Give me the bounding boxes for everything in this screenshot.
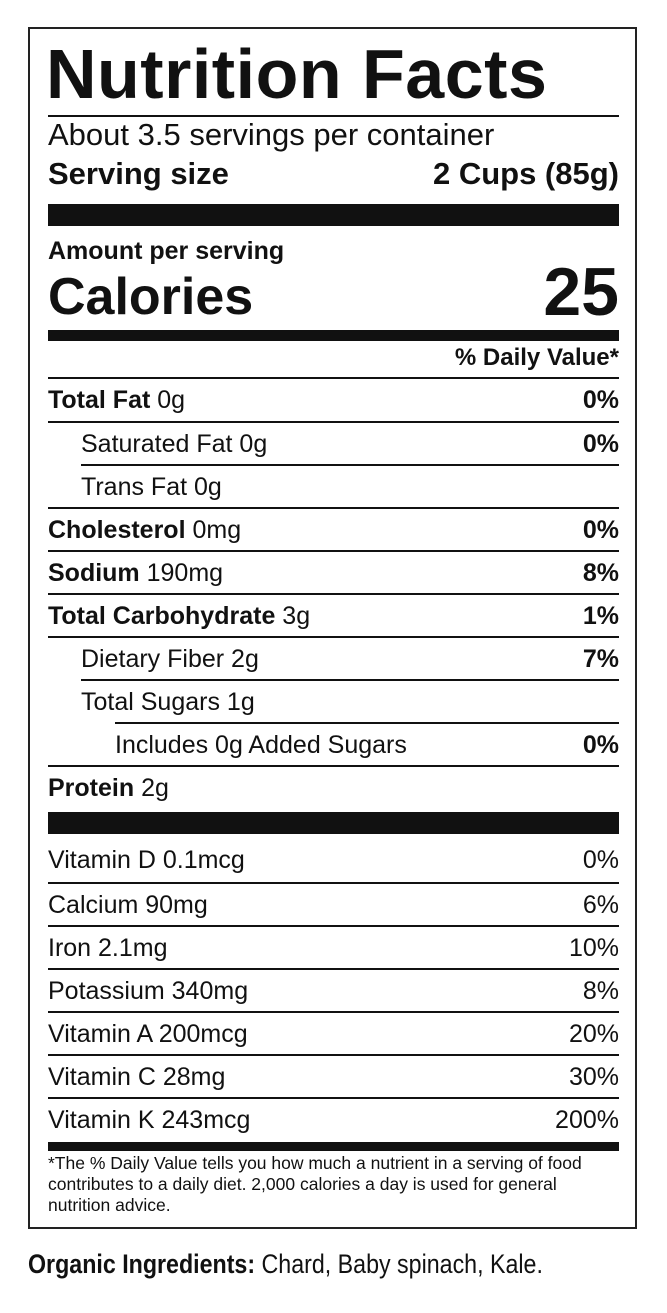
thick-divider [48,204,619,226]
vitamin-name: Potassium 340mg [48,976,249,1005]
ingredients-line: Organic Ingredients: Chard, Baby spinach… [28,1244,543,1284]
divider [48,925,619,927]
divider [48,421,619,423]
divider [48,1097,619,1099]
nutrient-name: Cholesterol [48,515,186,544]
vitamin-row: Calcium 90mg 6% [48,884,619,926]
nutrient-amount: 3g [275,601,311,630]
nutrient-dv: 8% [582,558,619,587]
divider [48,1054,619,1056]
serving-size-label: Serving size [48,156,229,191]
nutrient-row-cholesterol: Cholesterol 0mg 0% [48,509,619,551]
nutrient-row-saturated-fat: Saturated Fat 0g 0% [81,423,619,465]
nutrient-row-trans-fat: Trans Fat 0g [81,466,619,508]
calories-row: Calories 25 [48,254,619,330]
divider [48,968,619,970]
nutrient-dv: 0% [582,385,619,414]
divider [48,636,619,638]
calories-value: 25 [543,254,619,330]
vitamin-name: Calcium 90mg [48,890,208,919]
daily-value-footnote: *The % Daily Value tells you how much a … [48,1153,582,1215]
nutrient-row-total-carbohydrate: Total Carbohydrate 3g 1% [48,595,619,637]
vitamin-dv: 10% [568,933,619,962]
medium-divider [48,330,619,341]
vitamin-name: Vitamin A 200mcg [48,1019,248,1048]
nutrient-amount: 0g [150,385,186,414]
divider [48,1011,619,1013]
calories-label: Calories [48,268,254,326]
nutrient-row-dietary-fiber: Dietary Fiber 2g 7% [81,638,619,680]
nutrient-amount: 190mg [139,558,224,587]
nutrient-name: Total Fat [48,385,151,414]
nutrient-dv: 0% [582,515,619,544]
amount-per-serving: Amount per serving [48,237,285,265]
nutrient-dv: 1% [582,601,619,630]
thick-divider [48,812,619,834]
vitamin-row: Vitamin C 28mg 30% [48,1056,619,1098]
divider [48,593,619,595]
nutrient-amount: Includes 0g Added Sugars [115,730,407,759]
nutrient-amount: Dietary Fiber 2g [81,644,259,673]
nutrient-name: Protein [48,773,135,802]
nutrient-row-total-fat: Total Fat 0g 0% [48,379,619,421]
ingredients-text: Chard, Baby spinach, Kale. [255,1249,543,1279]
vitamin-dv: 20% [568,1019,619,1048]
nutrient-dv: 0% [582,429,619,458]
nutrient-amount: Trans Fat 0g [81,472,222,501]
daily-value-header: % Daily Value* [454,344,619,371]
nutrient-row-added-sugars: Includes 0g Added Sugars 0% [115,724,619,766]
vitamin-dv: 0% [582,845,619,874]
divider [48,882,619,884]
vitamin-name: Vitamin D 0.1mcg [48,845,245,874]
nutrition-facts-panel: Nutrition Facts About 3.5 servings per c… [28,27,637,1229]
nutrient-dv: 7% [582,644,619,673]
nutrient-amount: Saturated Fat 0g [81,429,268,458]
divider [48,765,619,767]
nutrient-row-protein: Protein 2g [48,767,619,809]
nutrient-dv: 0% [582,730,619,759]
nutrition-facts-title: Nutrition Facts [46,35,548,113]
divider [48,115,619,117]
serving-size-row: Serving size 2 Cups (85g) [48,156,619,192]
vitamin-dv: 6% [582,890,619,919]
vitamin-dv: 8% [582,976,619,1005]
divider [81,679,619,681]
divider [48,507,619,509]
nutrient-amount: Total Sugars 1g [81,687,255,716]
vitamin-row: Potassium 340mg 8% [48,970,619,1012]
servings-per-container: About 3.5 servings per container [48,117,495,152]
ingredients-label: Organic Ingredients: [28,1249,256,1279]
medium-divider [48,1142,619,1151]
nutrient-name: Total Carbohydrate [48,601,276,630]
divider [48,377,619,379]
divider [48,550,619,552]
nutrient-row-total-sugars: Total Sugars 1g [81,681,619,723]
divider [115,722,619,724]
vitamin-row: Vitamin D 0.1mcg 0% [48,839,619,881]
serving-size-value: 2 Cups (85g) [432,156,619,191]
vitamin-row: Iron 2.1mg 10% [48,927,619,969]
vitamin-dv: 200% [555,1105,619,1134]
vitamin-row: Vitamin K 243mcg 200% [48,1099,619,1141]
nutrient-row-sodium: Sodium 190mg 8% [48,552,619,594]
vitamin-name: Vitamin C 28mg [48,1062,226,1091]
vitamin-name: Iron 2.1mg [48,933,168,962]
vitamin-dv: 30% [568,1062,619,1091]
vitamin-name: Vitamin K 243mcg [48,1105,251,1134]
divider [81,464,619,466]
nutrient-name: Sodium [48,558,140,587]
vitamin-row: Vitamin A 200mcg 20% [48,1013,619,1055]
nutrient-amount: 0mg [185,515,242,544]
nutrient-amount: 2g [134,773,169,802]
